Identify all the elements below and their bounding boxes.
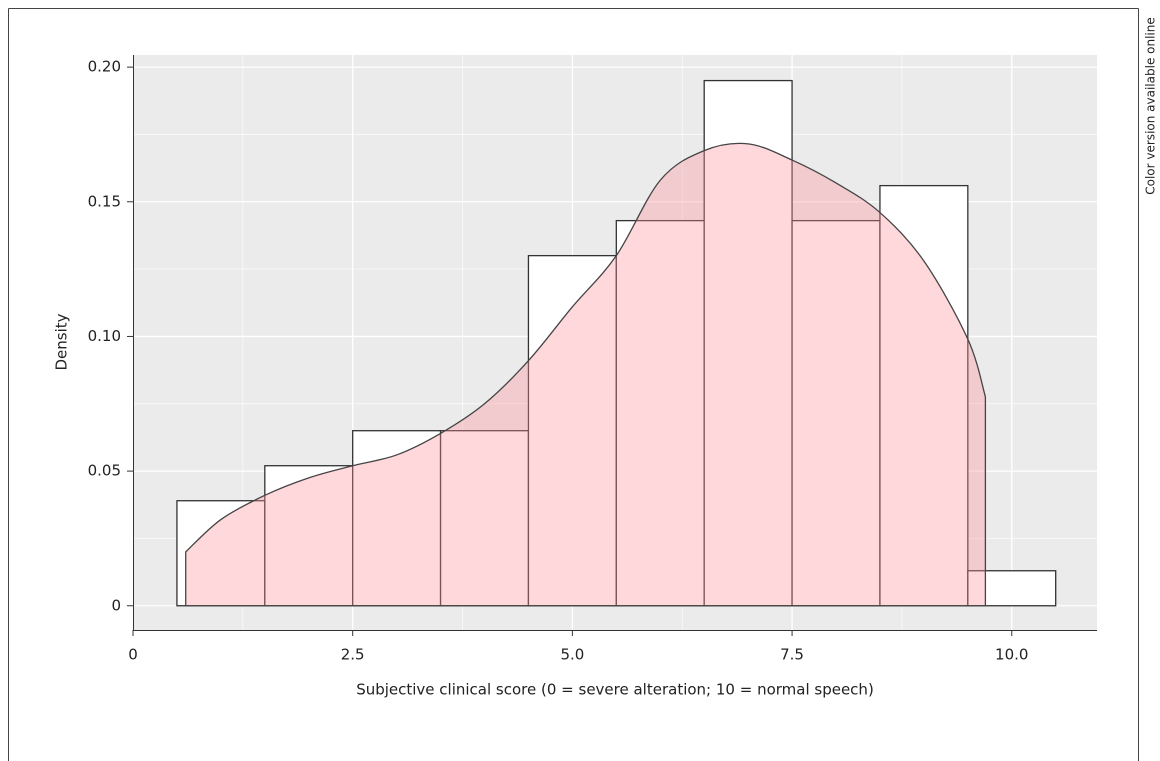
bar (967, 570, 1057, 607)
side-note: Color version available online (1144, 17, 1158, 195)
bar (176, 500, 266, 607)
density-area (185, 142, 987, 607)
x-tick-label: 0 (128, 646, 138, 664)
x-tick-label: 10.0 (995, 646, 1028, 664)
y-tick-label: 0.20 (88, 58, 121, 76)
bar (703, 79, 793, 607)
y-tick-label: 0.05 (88, 462, 121, 480)
y-axis-label: Density (53, 313, 71, 370)
x-tick-label: 7.5 (780, 646, 804, 664)
x-tick-label: 5.0 (560, 646, 584, 664)
bar (791, 219, 881, 607)
x-axis-label: Subjective clinical score (0 = severe al… (356, 681, 874, 699)
bar (879, 184, 969, 607)
y-tick-label: 0.15 (88, 192, 121, 210)
bar (352, 430, 442, 607)
y-tick-label: 0 (111, 596, 121, 614)
bar (615, 219, 705, 607)
bar (439, 430, 530, 607)
y-tick-label: 0.10 (88, 327, 121, 345)
x-tick-label: 2.5 (341, 646, 365, 664)
marks (176, 79, 1057, 607)
